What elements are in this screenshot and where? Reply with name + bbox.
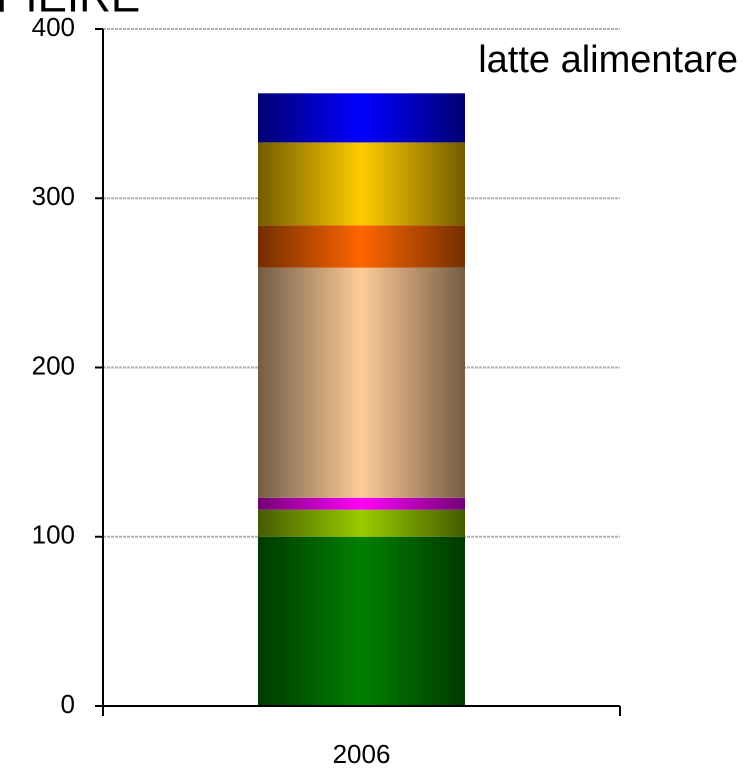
bar-segment — [258, 536, 465, 706]
y-tick-label: 200 — [32, 350, 75, 380]
bar-segment — [258, 142, 465, 226]
x-tick-label: 2006 — [333, 739, 391, 769]
bar-segment — [258, 497, 465, 510]
y-tick-label: 0 — [61, 689, 75, 719]
chart-title: PIEIRE — [0, 0, 140, 22]
bar-segment — [258, 267, 465, 498]
bar-segment — [258, 225, 465, 268]
y-tick-label: 400 — [32, 12, 75, 42]
y-tick-label: 300 — [32, 181, 75, 211]
bar-segment — [258, 93, 465, 143]
y-tick-label: 100 — [32, 520, 75, 550]
annotation: latte alimentare — [478, 39, 738, 81]
bar-segment — [258, 509, 465, 537]
